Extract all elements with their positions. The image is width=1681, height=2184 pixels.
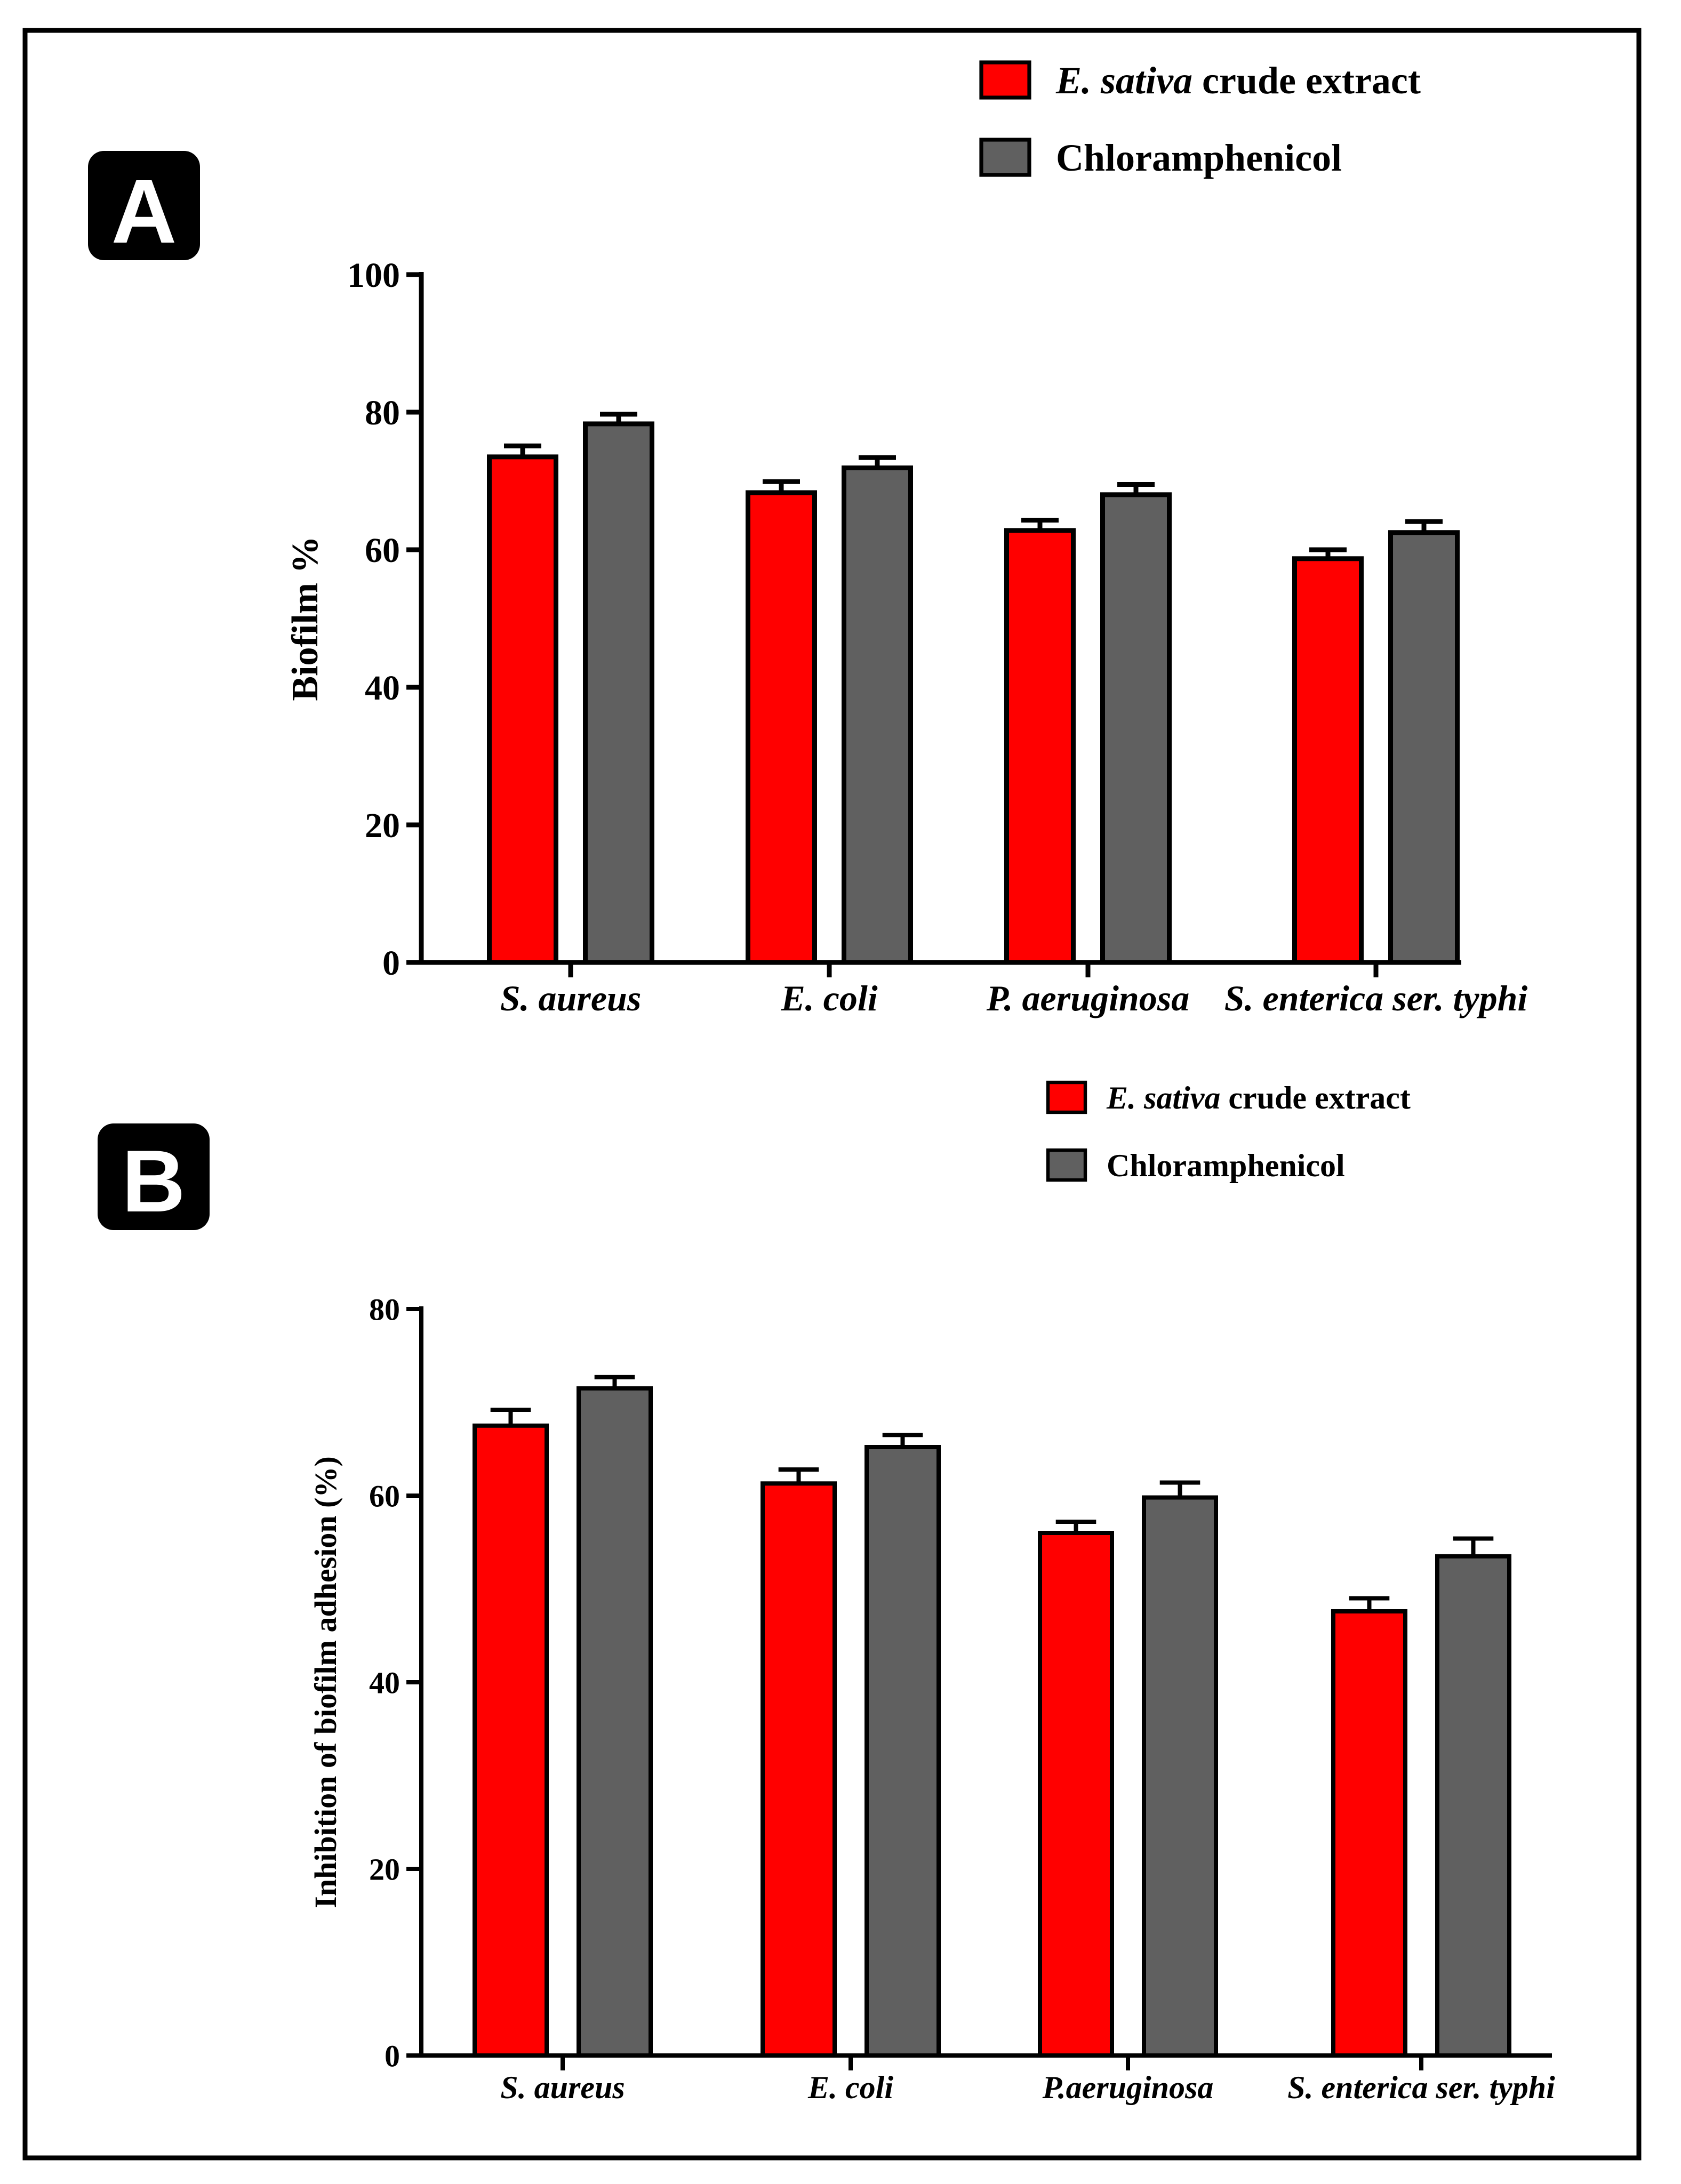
x-tick-label: S. aureus <box>500 2070 625 2105</box>
bar <box>577 1386 653 2058</box>
y-tick-label: 20 <box>369 1852 400 1886</box>
x-tick-label: P.aeruginosa <box>1042 2070 1214 2105</box>
y-tick-label: 60 <box>369 1479 400 1513</box>
y-tick-label: 40 <box>365 669 400 708</box>
bar <box>473 1423 549 2058</box>
y-tick-label: 80 <box>365 394 400 432</box>
x-tick-label: E. coli <box>780 978 877 1018</box>
x-tick-label: S. enterica ser. typhi <box>1224 978 1528 1018</box>
legend-swatch <box>1046 1148 1087 1182</box>
bar <box>487 454 558 965</box>
x-tick-label: P. aeruginosa <box>986 978 1189 1018</box>
y-tick-label: 40 <box>369 1665 400 1700</box>
bar <box>1004 528 1076 965</box>
x-tick-label: S. enterica ser. typhi <box>1287 2070 1555 2105</box>
bar <box>761 1481 837 2058</box>
bar <box>1100 492 1172 965</box>
y-tick-label: 20 <box>365 806 400 845</box>
y-tick-label: 0 <box>385 2038 400 2073</box>
panel-b-label: B <box>122 1132 185 1230</box>
y-axis-label: Inhibition of biofilm adhesion (%) <box>308 1456 343 1908</box>
legend-swatch <box>979 138 1031 177</box>
x-tick-label: E. coli <box>807 2070 893 2105</box>
panel-b-badge: B <box>98 1123 210 1230</box>
bar <box>583 421 654 965</box>
legend-label: E. sativa crude extract <box>1106 1080 1411 1115</box>
legend-label: Chloramphenicol <box>1107 1148 1345 1183</box>
bar <box>1142 1495 1218 2058</box>
legend-swatch <box>979 60 1031 100</box>
bar <box>1388 530 1460 965</box>
legend: E. sativa crude extract Chloramphenicol <box>1046 1080 1411 1183</box>
legend-swatch <box>1046 1080 1087 1114</box>
bar <box>1331 1609 1407 2058</box>
bar <box>1038 1531 1114 2058</box>
chart-a: 0 20 40 60 80 100 S. aureus E. coli P. aeruginos… <box>285 59 1527 1018</box>
legend-label: Chloramphenicol <box>1056 136 1342 179</box>
y-tick-label: 0 <box>382 944 400 983</box>
panel-a-label: A <box>111 161 177 262</box>
figure-frame <box>22 28 1642 2161</box>
y-tick-label: 80 <box>369 1292 400 1327</box>
bar <box>746 490 817 965</box>
chart-b: 0 20 40 60 80 S. aureus E. coli P.aeruginosa S. … <box>308 1080 1555 2105</box>
legend: E. sativa crude extract Chloramphenicol <box>979 59 1421 179</box>
y-tick-label: 100 <box>347 256 400 295</box>
bar <box>1435 1554 1511 2058</box>
bar <box>864 1445 941 2058</box>
bar <box>1292 556 1364 965</box>
y-tick-label: 60 <box>365 531 400 570</box>
legend-label: E. sativa crude extract <box>1055 59 1421 102</box>
x-tick-label: S. aureus <box>500 978 642 1018</box>
bar <box>842 465 913 965</box>
panel-a-badge: A <box>88 151 200 262</box>
y-axis-label: Biofilm % <box>285 536 326 701</box>
